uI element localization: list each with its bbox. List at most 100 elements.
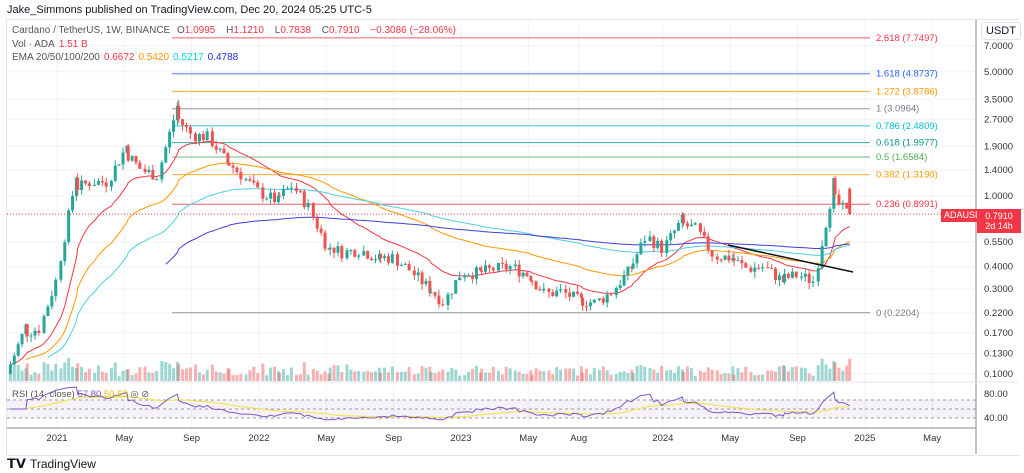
- candle-body: [227, 163, 231, 166]
- candle-body: [151, 170, 155, 180]
- volume-bar: [467, 371, 471, 381]
- candle-body: [420, 272, 424, 285]
- volume-bar: [437, 371, 441, 381]
- volume-bar: [652, 369, 656, 381]
- candle-body: [837, 194, 841, 204]
- candle-body: [50, 296, 54, 307]
- candle-body: [575, 291, 579, 294]
- volume-bar: [428, 366, 432, 381]
- candle-body: [366, 251, 370, 259]
- candle-body: [631, 263, 635, 269]
- candle-body: [504, 263, 508, 270]
- volume-bar: [218, 372, 222, 381]
- volume-bar: [433, 373, 437, 381]
- symbol-title[interactable]: Cardano / TetherUS, 1W, BINANCE: [12, 25, 171, 36]
- volume-bar: [323, 371, 327, 381]
- volume-bar: [682, 372, 686, 381]
- volume-bar: [222, 373, 226, 381]
- candle-body: [719, 259, 723, 261]
- volume-bar: [429, 372, 433, 381]
- volume-bar: [744, 366, 748, 381]
- volume-bar: [276, 371, 280, 381]
- candle-body: [682, 214, 686, 224]
- volume-bar: [529, 370, 533, 381]
- candle-body: [302, 191, 306, 208]
- time-tick: Aug: [570, 433, 587, 444]
- volume-bar: [504, 366, 508, 381]
- candle-body: [231, 165, 235, 168]
- volume-bar: [478, 372, 482, 381]
- volume-bar: [538, 370, 542, 381]
- candle-body: [282, 189, 286, 196]
- candle-body: [736, 260, 740, 262]
- candle-body: [581, 297, 585, 306]
- rsi-value: 57.80: [77, 389, 102, 400]
- candle-body: [454, 280, 458, 294]
- candle-body: [100, 180, 104, 183]
- candle-body: [126, 145, 130, 161]
- candle-body: [25, 324, 29, 336]
- hide-icon[interactable]: ⊘: [141, 389, 150, 400]
- candle-body: [429, 292, 433, 294]
- volume-bar: [50, 370, 54, 381]
- price-tick: 3.5000: [984, 94, 1013, 105]
- candle-body: [568, 292, 572, 297]
- eye-icon[interactable]: ◎: [130, 389, 139, 400]
- volume-bar: [568, 368, 572, 381]
- volume-bar: [357, 371, 361, 381]
- candle-body: [538, 289, 542, 291]
- candle-body: [761, 267, 765, 269]
- volume-bar: [626, 372, 630, 381]
- volume-bar: [601, 366, 605, 381]
- volume-bar: [407, 366, 411, 381]
- open-label: O: [177, 25, 185, 36]
- volume-bar: [676, 366, 680, 381]
- volume-bar: [542, 371, 546, 381]
- candle-body: [673, 230, 677, 234]
- candle-body: [807, 273, 811, 283]
- candle-body: [256, 182, 260, 188]
- candle-body: [113, 165, 117, 181]
- candle-body: [8, 364, 12, 374]
- candle-body: [222, 148, 226, 154]
- candle-body: [306, 202, 310, 208]
- fib-label: 0.618 (1.9977): [876, 138, 938, 149]
- volume-bar: [631, 373, 635, 381]
- volume-bar: [93, 372, 97, 381]
- volume-bar: [227, 368, 231, 381]
- volume-bar: [412, 374, 416, 381]
- candle-body: [605, 294, 609, 303]
- volume-bar: [622, 371, 626, 381]
- candle-body: [496, 262, 500, 271]
- candle-body: [295, 187, 299, 192]
- candle-body: [614, 288, 618, 296]
- last-price-tag: 0.7910 2d 14h: [977, 209, 1021, 233]
- candle-body: [71, 196, 75, 211]
- candle-body: [315, 217, 319, 229]
- volume-bar: [575, 375, 579, 381]
- ema50-line: [25, 162, 850, 361]
- candle-body: [269, 192, 273, 199]
- candle-body: [239, 172, 243, 180]
- volume-bar: [794, 366, 798, 381]
- candle-body: [407, 263, 411, 271]
- volume-bar: [777, 366, 781, 381]
- volume-bar: [706, 367, 710, 381]
- volume-bar: [33, 372, 37, 381]
- tradingview-logo[interactable]: 𝗧𝗩 TradingView: [7, 456, 96, 472]
- candle-body: [80, 180, 84, 190]
- volume-bar: [585, 368, 589, 381]
- currency-button[interactable]: USDT: [981, 22, 1021, 40]
- candle-body: [184, 125, 188, 128]
- candle-body: [12, 355, 16, 365]
- volume-bar: [74, 368, 78, 381]
- candle-body: [428, 280, 432, 294]
- candle-body: [665, 240, 669, 254]
- volume-bar: [753, 375, 757, 381]
- volume-bar: [609, 374, 613, 381]
- chart-frame: [6, 19, 1019, 456]
- time-tick: 2023: [450, 433, 471, 444]
- volume-bar: [201, 374, 205, 381]
- candle-body: [828, 208, 832, 228]
